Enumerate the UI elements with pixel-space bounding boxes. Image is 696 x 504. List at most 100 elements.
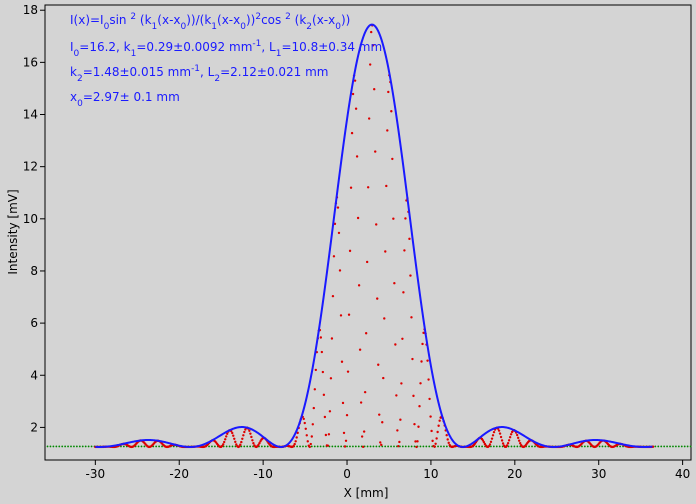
measured-point: [320, 350, 324, 354]
measured-point: [410, 316, 413, 319]
measured-point: [501, 442, 505, 445]
measured-point: [251, 439, 254, 442]
baseline-point: [475, 445, 478, 448]
baseline-point: [296, 445, 299, 448]
baseline-point: [140, 445, 143, 448]
measured-point: [249, 432, 252, 435]
measured-point: [365, 260, 369, 264]
measured-point: [232, 434, 235, 437]
measured-point: [377, 363, 380, 366]
measured-point: [356, 216, 360, 220]
baseline-point: [231, 445, 234, 448]
y-axis-title: Intensity [mV]: [6, 189, 20, 274]
y-tick-label: 16: [23, 55, 38, 69]
baseline-point: [516, 445, 519, 448]
baseline-point: [234, 445, 237, 448]
baseline-point: [243, 445, 246, 448]
baseline-point: [61, 445, 64, 448]
baseline-point: [310, 445, 313, 448]
measured-point: [518, 442, 522, 445]
baseline-point: [410, 445, 413, 448]
measured-point: [257, 443, 260, 447]
baseline-point: [366, 445, 369, 448]
baseline-point: [331, 445, 334, 448]
baseline-point: [677, 445, 680, 448]
measured-point: [296, 431, 299, 435]
baseline-point: [319, 445, 322, 448]
measured-point: [324, 433, 328, 437]
baseline-point: [495, 445, 498, 448]
measured-point: [235, 443, 238, 446]
measured-point: [517, 439, 521, 442]
measured-point: [401, 337, 404, 341]
baseline-point: [305, 445, 307, 448]
measured-point: [302, 417, 305, 421]
baseline-point: [513, 445, 516, 448]
measured-point: [413, 422, 416, 426]
measured-point: [233, 437, 236, 440]
measured-point: [350, 131, 354, 135]
measured-point: [420, 360, 423, 363]
measured-point: [505, 444, 509, 447]
measured-point: [248, 429, 251, 432]
measured-point: [506, 442, 510, 445]
x-tick-label: -10: [253, 467, 273, 481]
baseline-point: [666, 445, 668, 448]
measured-point: [327, 433, 331, 436]
measured-point: [431, 439, 434, 443]
measured-point: [498, 432, 502, 435]
measured-point: [224, 438, 227, 441]
measured-point: [427, 378, 430, 381]
baseline-point: [81, 445, 84, 448]
measured-point: [353, 79, 357, 82]
baseline-point: [246, 445, 249, 448]
measured-point: [515, 433, 519, 437]
measured-point: [497, 429, 501, 432]
baseline-point: [352, 445, 354, 448]
baseline-point: [407, 445, 410, 448]
measured-point: [312, 406, 315, 410]
measured-point: [402, 291, 405, 294]
measured-point: [428, 397, 431, 401]
x-tick-label: 40: [675, 467, 690, 481]
measured-point: [332, 255, 336, 258]
baseline-point: [669, 445, 671, 448]
measured-point: [408, 237, 411, 241]
baseline-point: [316, 445, 319, 448]
measured-point: [487, 444, 491, 448]
baseline-point: [381, 445, 384, 448]
baseline-point: [313, 445, 316, 448]
baseline-point: [686, 445, 689, 448]
measured-point: [436, 430, 439, 434]
measured-point: [417, 425, 420, 428]
measured-point: [411, 357, 414, 361]
baseline-point: [660, 445, 663, 448]
measured-point: [351, 92, 355, 96]
baseline-point: [683, 445, 686, 448]
measured-point: [331, 294, 335, 298]
measured-point: [375, 223, 378, 226]
baseline-point: [498, 445, 501, 448]
measured-point: [390, 110, 393, 113]
baseline-point: [443, 445, 445, 448]
measured-point: [341, 401, 345, 405]
measured-point: [391, 157, 394, 161]
baseline-point: [586, 445, 589, 448]
params-line-1: I0=16.2, k1=0.29±0.0092 mm-1, L1=10.8±0.…: [70, 39, 382, 59]
measured-point: [304, 427, 307, 430]
baseline-point: [422, 445, 425, 448]
y-tick-label: 6: [30, 316, 38, 330]
measured-point: [490, 437, 494, 440]
baseline-point: [55, 445, 58, 448]
baseline-point: [349, 445, 351, 448]
measured-point: [337, 231, 341, 235]
measured-point: [363, 390, 367, 394]
annotations: I(x)=I0sin 2 (k1(x-x0))/(k1(x-x0))2cos 2…: [70, 12, 382, 109]
baseline-point: [583, 445, 586, 448]
measured-point: [294, 440, 297, 443]
baseline-point: [263, 445, 266, 448]
baseline-point: [64, 445, 67, 448]
measured-point: [313, 388, 317, 391]
measured-point: [223, 440, 226, 444]
baseline-point: [158, 445, 161, 448]
